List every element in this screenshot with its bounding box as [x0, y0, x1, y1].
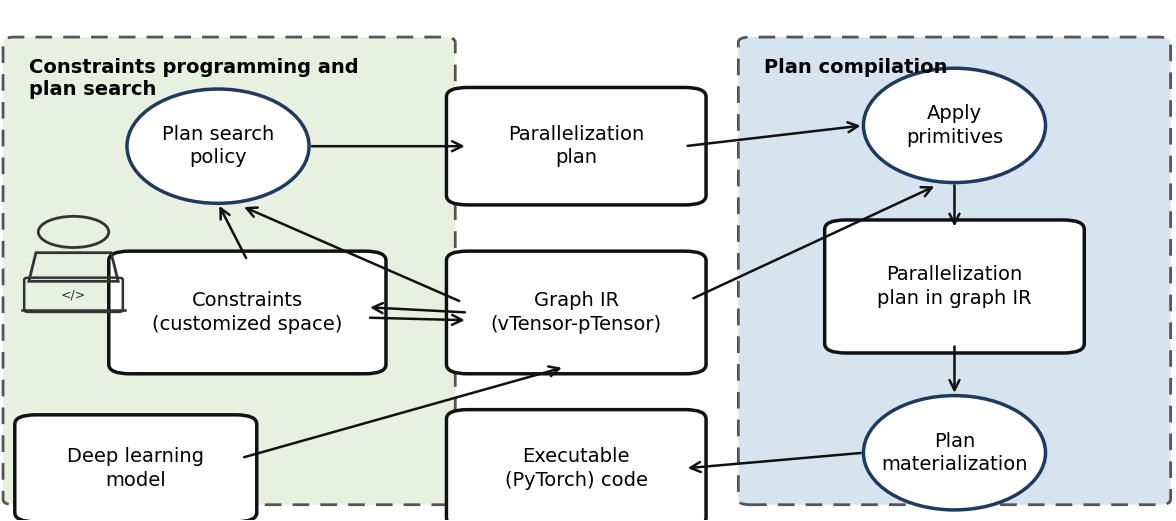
Text: </>: </> — [61, 288, 86, 301]
FancyBboxPatch shape — [4, 37, 455, 505]
Text: Graph IR
(vTensor-pTensor): Graph IR (vTensor-pTensor) — [490, 291, 662, 334]
Text: Constraints
(customized space): Constraints (customized space) — [152, 291, 342, 334]
Text: Deep learning
model: Deep learning model — [67, 447, 205, 490]
Ellipse shape — [863, 395, 1045, 510]
FancyBboxPatch shape — [447, 88, 706, 205]
Text: Plan
materialization: Plan materialization — [881, 431, 1028, 474]
FancyBboxPatch shape — [824, 220, 1084, 353]
Ellipse shape — [127, 89, 309, 203]
FancyBboxPatch shape — [739, 37, 1170, 505]
FancyBboxPatch shape — [15, 415, 256, 521]
FancyBboxPatch shape — [108, 251, 386, 374]
Text: Plan search
policy: Plan search policy — [162, 125, 274, 167]
Text: Apply
primitives: Apply primitives — [906, 104, 1003, 146]
Text: Executable
(PyTorch) code: Executable (PyTorch) code — [505, 447, 648, 490]
Text: Parallelization
plan in graph IR: Parallelization plan in graph IR — [877, 265, 1031, 308]
FancyBboxPatch shape — [447, 410, 706, 521]
Text: Constraints programming and
plan search: Constraints programming and plan search — [29, 58, 359, 99]
Text: Parallelization
plan: Parallelization plan — [508, 125, 644, 167]
Ellipse shape — [863, 68, 1045, 182]
FancyBboxPatch shape — [447, 251, 706, 374]
Text: Plan compilation: Plan compilation — [764, 58, 948, 77]
